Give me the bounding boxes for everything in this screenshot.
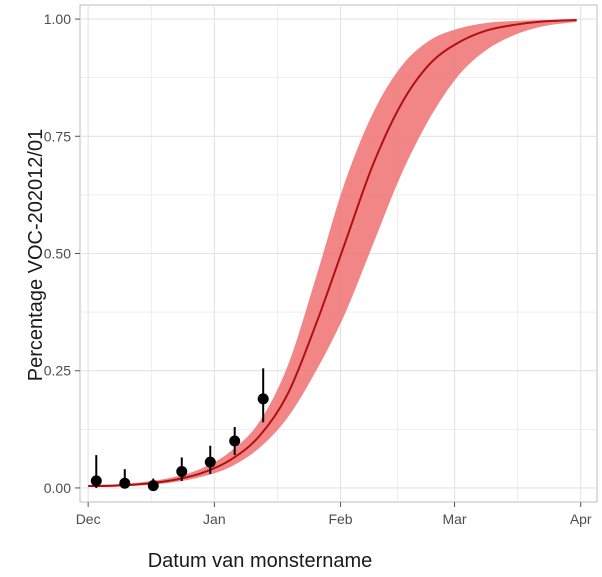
observation-point: [257, 393, 269, 405]
x-axis-ticks: Dec Jan Feb Mar Apr: [76, 502, 592, 527]
observation-point: [90, 475, 102, 487]
observation-point: [147, 480, 159, 492]
observation-point: [176, 466, 188, 478]
y-tick-label: 0.00: [44, 480, 71, 496]
x-tick-label: Apr: [570, 511, 592, 527]
observation-point: [229, 435, 241, 447]
observation-point: [204, 456, 216, 468]
y-axis-ticks: 0.00 0.25 0.50 0.75 1.00: [44, 11, 80, 496]
y-tick-label: 0.75: [44, 128, 71, 144]
y-axis-title: Percentage VOC-202012/01: [25, 129, 47, 381]
x-tick-label: Feb: [328, 511, 352, 527]
observation-point: [119, 477, 131, 489]
x-tick-label: Jan: [203, 511, 226, 527]
x-tick-label: Dec: [76, 511, 101, 527]
x-axis-title: Datum van monstername: [148, 550, 373, 572]
x-tick-label: Mar: [442, 511, 466, 527]
y-tick-label: 1.00: [44, 11, 71, 27]
confidence-band: [88, 19, 577, 488]
y-tick-label: 0.25: [44, 363, 71, 379]
fit-line: [88, 19, 577, 488]
y-tick-label: 0.50: [44, 246, 71, 262]
fit-line-layer: [88, 19, 577, 488]
observations-layer: [90, 368, 269, 492]
confidence-band-layer: [88, 19, 577, 488]
grid-lines: [80, 5, 597, 502]
